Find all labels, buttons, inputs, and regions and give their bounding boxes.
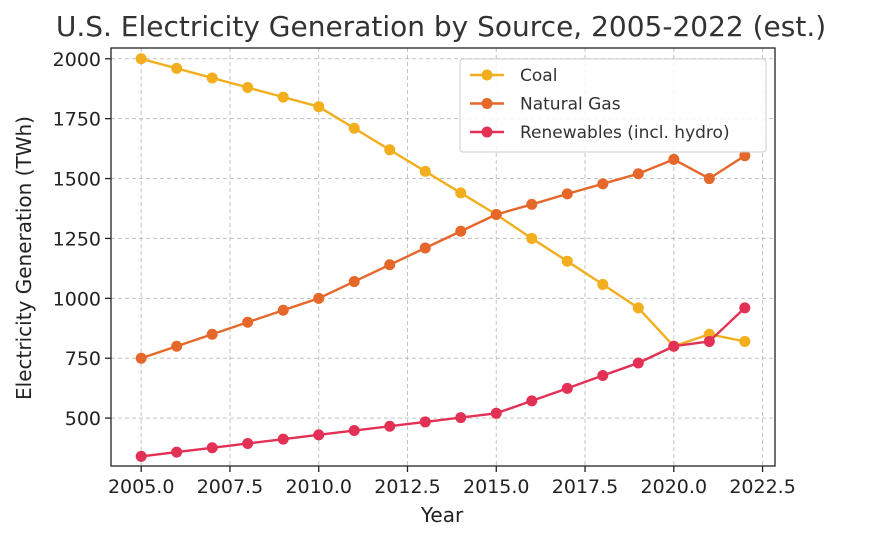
data-point-coal bbox=[277, 91, 289, 103]
data-point-natural-gas bbox=[206, 328, 218, 340]
series-coal bbox=[135, 53, 751, 352]
data-point-coal bbox=[632, 302, 644, 314]
data-point-renewables-incl-hydro bbox=[739, 302, 751, 314]
series-renewables-incl-hydro bbox=[135, 302, 751, 462]
data-point-renewables-incl-hydro bbox=[384, 420, 396, 432]
data-point-coal bbox=[739, 335, 751, 347]
data-point-renewables-incl-hydro bbox=[597, 369, 609, 381]
data-point-coal bbox=[597, 278, 609, 290]
data-point-natural-gas bbox=[490, 208, 502, 220]
data-point-natural-gas bbox=[135, 352, 147, 364]
data-point-natural-gas bbox=[384, 259, 396, 271]
series-lines bbox=[135, 53, 751, 462]
series-line-renewables-incl-hydro bbox=[141, 307, 746, 458]
data-point-coal bbox=[561, 255, 573, 267]
data-point-coal bbox=[455, 187, 467, 199]
x-tick-label: 2005.0 bbox=[108, 476, 174, 498]
y-tick-label: 1250 bbox=[53, 228, 101, 250]
data-point-renewables-incl-hydro bbox=[348, 425, 360, 437]
data-point-natural-gas bbox=[739, 150, 751, 162]
data-point-natural-gas bbox=[668, 153, 680, 165]
chart-title: U.S. Electricity Generation by Source, 2… bbox=[56, 10, 826, 43]
y-tick-label: 1500 bbox=[53, 169, 101, 191]
data-point-renewables-incl-hydro bbox=[242, 437, 254, 449]
series-natural-gas bbox=[135, 150, 751, 364]
data-point-renewables-incl-hydro bbox=[668, 340, 680, 352]
y-axis-label: Electricity Generation (TWh) bbox=[12, 116, 36, 400]
x-tick-label: 2020.0 bbox=[641, 476, 707, 498]
data-point-renewables-incl-hydro bbox=[455, 412, 467, 424]
x-tick-label: 2015.0 bbox=[463, 476, 529, 498]
legend-swatch-marker-natural-gas bbox=[481, 98, 493, 109]
data-point-coal bbox=[348, 122, 360, 134]
data-point-coal bbox=[313, 101, 325, 113]
data-point-coal bbox=[242, 82, 254, 94]
data-point-natural-gas bbox=[632, 168, 644, 180]
legend: Coal Natural Gas Renewables (incl. hydro) bbox=[459, 58, 767, 153]
y-tick-label: 2000 bbox=[53, 49, 101, 71]
data-point-natural-gas bbox=[526, 198, 538, 210]
legend-label-natural-gas: Natural Gas bbox=[520, 95, 621, 115]
y-tick-label: 1750 bbox=[53, 109, 101, 131]
data-point-natural-gas bbox=[277, 304, 289, 316]
data-point-renewables-incl-hydro bbox=[171, 446, 183, 458]
data-point-coal bbox=[419, 165, 431, 177]
data-point-renewables-incl-hydro bbox=[135, 450, 147, 462]
y-tick-label: 500 bbox=[65, 408, 101, 430]
data-point-natural-gas bbox=[348, 276, 360, 288]
data-point-coal bbox=[171, 62, 183, 74]
data-point-coal bbox=[135, 53, 147, 65]
data-point-natural-gas bbox=[455, 225, 467, 237]
axes: 2005.0 2007.5 2010.0 2012.5 2015.0 2017.5 2020… bbox=[53, 47, 796, 498]
x-tick-label: 2012.5 bbox=[374, 476, 440, 498]
data-point-natural-gas bbox=[561, 188, 573, 200]
legend-label-renewables-incl-hydro: Renewables (incl. hydro) bbox=[520, 123, 730, 143]
data-point-natural-gas bbox=[597, 178, 609, 190]
data-point-renewables-incl-hydro bbox=[419, 416, 431, 428]
data-point-renewables-incl-hydro bbox=[313, 429, 325, 441]
data-point-renewables-incl-hydro bbox=[206, 442, 218, 454]
data-point-renewables-incl-hydro bbox=[490, 407, 502, 419]
x-tick-label: 2022.5 bbox=[729, 476, 795, 498]
legend-box bbox=[459, 58, 767, 153]
plot-frame bbox=[110, 47, 776, 467]
data-point-natural-gas bbox=[171, 340, 183, 352]
data-point-coal bbox=[526, 232, 538, 244]
data-point-coal bbox=[384, 144, 396, 156]
data-point-renewables-incl-hydro bbox=[703, 335, 715, 347]
y-tick-label: 1000 bbox=[53, 288, 101, 310]
data-point-natural-gas bbox=[703, 173, 715, 185]
data-point-coal bbox=[206, 72, 218, 84]
legend-swatch-marker-coal bbox=[481, 69, 493, 81]
data-point-natural-gas bbox=[419, 242, 431, 254]
data-point-natural-gas bbox=[242, 316, 254, 328]
x-tick-label: 2010.0 bbox=[285, 476, 351, 498]
legend-label-coal: Coal bbox=[520, 66, 557, 86]
data-point-renewables-incl-hydro bbox=[277, 433, 289, 445]
x-tick-label: 2017.5 bbox=[552, 476, 618, 498]
data-point-renewables-incl-hydro bbox=[526, 395, 538, 407]
x-tick-label: 2007.5 bbox=[197, 476, 263, 498]
data-point-renewables-incl-hydro bbox=[632, 357, 644, 369]
series-line-coal bbox=[140, 57, 746, 348]
legend-swatch-marker-renewables-incl-hydro bbox=[481, 126, 493, 138]
data-point-renewables-incl-hydro bbox=[561, 382, 573, 394]
y-tick-label: 750 bbox=[65, 348, 101, 370]
data-point-natural-gas bbox=[313, 292, 325, 304]
series-line-natural-gas bbox=[140, 154, 746, 360]
x-axis-label: Year bbox=[420, 503, 464, 527]
